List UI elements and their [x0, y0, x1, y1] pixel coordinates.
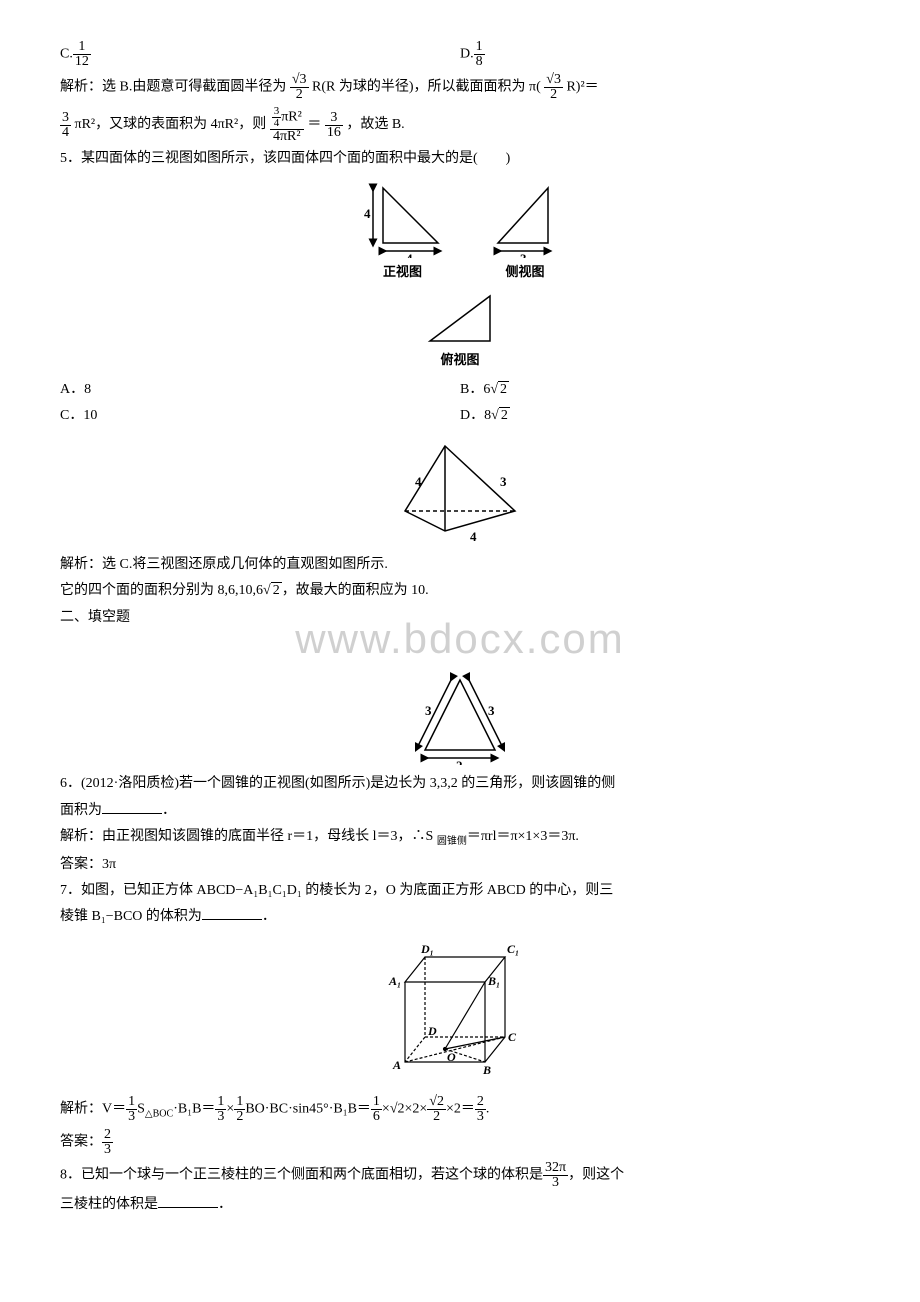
q7-sol: 解析：V＝13S△BOC·B₁B＝13×12BO·BC·sin45°·B₁B＝1…	[60, 1095, 860, 1124]
q4-optC-frac: 112	[73, 40, 91, 69]
front-view-label: 正视图	[358, 262, 448, 283]
svg-text:B: B	[482, 1063, 491, 1077]
q6-sol: 解析：由正视图知该圆锥的底面半径 r＝1，母线长 l＝3，∴S 圆锥侧＝πrl＝…	[60, 826, 860, 850]
q5-optC: C．10	[60, 405, 460, 427]
q4-optD-label: D.	[460, 47, 474, 62]
q5-side-view: 3 侧视图	[488, 178, 563, 283]
q5-top-view-row: 俯视图	[60, 291, 860, 371]
q5-three-views: 4 4 正视图 3 侧视图	[60, 178, 860, 283]
q8-stem-b: 三棱柱的体积是．	[60, 1194, 860, 1216]
q5-stem: 5．某四面体的三视图如图所示，该四面体四个面的面积中最大的是( )	[60, 148, 860, 170]
q4-sol1-frac2: √32	[544, 73, 563, 102]
q6-stem-a: 6．(2012·洛阳质检)若一个圆锥的正视图(如图所示)是边长为 3,3,2 的…	[60, 773, 860, 795]
q7-stem-a: 7．如图，已知正方体 ABCD−A₁B₁C₁D₁ 的棱长为 2，O 为底面正方形…	[60, 880, 860, 902]
q5-top-view: 俯视图	[420, 291, 500, 371]
svg-text:3: 3	[488, 703, 495, 718]
q5-sol2: 它的四个面的面积分别为 8,6,10,62，故最大的面积应为 10.	[60, 580, 860, 602]
svg-text:B₁: B₁	[487, 974, 500, 988]
q4-options-cd: C.112 D.18	[60, 40, 860, 69]
q4-sol-line2: 34 πR²，又球的表面积为 4πR²，则 34πR² 4πR² ＝ 316 ，…	[60, 106, 860, 144]
q4-sol2-frac4: 316	[325, 111, 343, 140]
q7-stem-b: 棱锥 B₁−BCO 的体积为．	[60, 906, 860, 928]
q4-sol1-b: R(R 为球的半径)，所以截面面积为 π(	[312, 80, 541, 95]
q5-optB: B．62	[460, 379, 860, 401]
q4-optD-frac: 18	[474, 40, 485, 69]
svg-text:4: 4	[470, 529, 477, 544]
q7-ans: 答案：23	[60, 1128, 860, 1157]
section2-heading: 二、填空题	[60, 607, 860, 629]
side-view-svg: 3	[488, 178, 563, 258]
svg-text:3: 3	[520, 251, 527, 258]
q4-sol2-frac3: 34πR² 4πR²	[270, 106, 304, 144]
q4-sol2-frac1: 34	[60, 111, 71, 140]
q7-blank	[202, 906, 262, 920]
q6-stem-b: 面积为．	[60, 800, 860, 822]
q4-optC-label: C.	[60, 47, 73, 62]
svg-text:4: 4	[364, 206, 371, 221]
q8-blank	[158, 1194, 218, 1208]
q4-sol1-frac1: √32	[290, 73, 309, 102]
top-view-label: 俯视图	[420, 350, 500, 371]
top-view-svg	[420, 291, 500, 346]
svg-text:4: 4	[415, 474, 422, 489]
q4-sol2-c: ，故选 B.	[346, 117, 404, 132]
svg-text:A: A	[392, 1058, 401, 1072]
q6-ans: 答案：3π	[60, 854, 860, 876]
q6-cone-svg: 3 3 2	[400, 670, 520, 765]
svg-text:3: 3	[500, 474, 507, 489]
svg-text:O: O	[447, 1050, 456, 1064]
svg-text:3: 3	[425, 703, 432, 718]
q5-solid-figure: 4 3 4	[60, 436, 860, 546]
q4-sol1-c: R)²＝	[566, 80, 598, 95]
svg-text:D: D	[427, 1024, 437, 1038]
svg-text:4: 4	[406, 251, 413, 258]
side-view-label: 侧视图	[488, 262, 563, 283]
q4-sol-line1: 解析：选 B.由题意可得截面圆半径为 √32 R(R 为球的半径)，所以截面面积…	[60, 73, 860, 102]
q4-sol2-a: πR²，又球的表面积为 4πR²，则	[75, 117, 267, 132]
svg-text:C₁: C₁	[507, 942, 519, 956]
q5-optD: D．82	[460, 405, 860, 427]
svg-text:A₁: A₁	[388, 974, 401, 988]
front-view-svg: 4 4	[358, 178, 448, 258]
q8-stem-a: 8．已知一个球与一个正三棱柱的三个侧面和两个底面相切，若这个球的体积是32π3，…	[60, 1161, 860, 1190]
q6-blank	[102, 800, 162, 814]
q4-sol1-a: 解析：选 B.由题意可得截面圆半径为	[60, 80, 286, 95]
q7-figure: D₁ C₁ A₁ B₁ D C A O B	[60, 937, 860, 1087]
svg-text:C: C	[508, 1030, 517, 1044]
q5-sol1: 解析：选 C.将三视图还原成几何体的直观图如图所示.	[60, 554, 860, 576]
q5-optA: A．8	[60, 379, 460, 401]
q5-front-view: 4 4 正视图	[358, 178, 448, 283]
svg-text:2: 2	[456, 758, 463, 765]
q4-sol2-b: ＝	[307, 117, 321, 132]
q7-cube-svg: D₁ C₁ A₁ B₁ D C A O B	[375, 937, 545, 1087]
svg-text:D₁: D₁	[420, 942, 434, 956]
q5-options-cd: C．10 D．82	[60, 405, 860, 427]
q5-options-ab: A．8 B．62	[60, 379, 860, 401]
solid-svg: 4 3 4	[390, 436, 530, 546]
q6-figure: 3 3 2	[60, 670, 860, 765]
